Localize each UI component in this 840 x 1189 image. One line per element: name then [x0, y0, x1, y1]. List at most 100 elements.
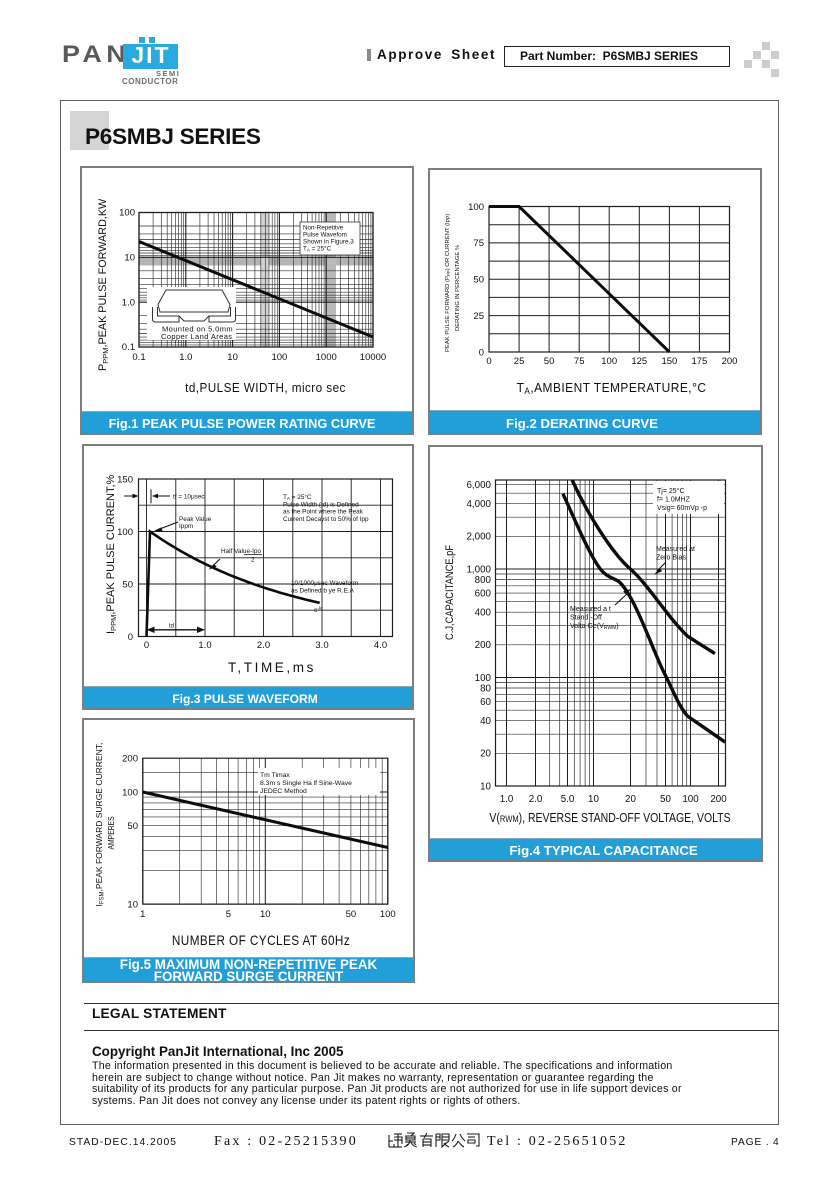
svg-text:IFSM,PEAK FORWARD SURGE CURREN: IFSM,PEAK FORWARD SURGE CURRENT,: [94, 742, 106, 906]
svg-text:100: 100: [682, 794, 699, 805]
svg-text:td: td: [169, 624, 174, 630]
svg-text:150: 150: [117, 474, 133, 485]
svg-text:1: 1: [140, 909, 145, 920]
svg-text:5.0: 5.0: [560, 794, 574, 805]
svg-text:Copper Land Areas: Copper Land Areas: [161, 332, 232, 341]
svg-text:Pulse Wavefom: Pulse Wavefom: [303, 232, 347, 239]
svg-text:100: 100: [474, 673, 491, 684]
svg-text:200: 200: [122, 753, 138, 764]
svg-text:TA,AMBIENT TEMPERATURE,°C: TA,AMBIENT TEMPERATURE,°C: [516, 381, 706, 397]
svg-text:e-kt: e-kt: [314, 606, 324, 615]
svg-text:100: 100: [468, 202, 484, 213]
svg-text:100: 100: [379, 909, 395, 920]
svg-text:as Defined b ye R.E.A: as Defined b ye R.E.A: [291, 588, 355, 595]
svg-text:Half Value-Ipo: Half Value-Ipo: [221, 548, 261, 555]
svg-text:0: 0: [144, 640, 149, 651]
svg-text:10/1000μsec Waveform: 10/1000μsec Waveform: [291, 580, 358, 587]
svg-text:100: 100: [117, 527, 133, 538]
svg-text:100: 100: [271, 352, 287, 363]
svg-text:2.0: 2.0: [528, 794, 542, 805]
svg-text:3.0: 3.0: [315, 640, 328, 651]
svg-text:50: 50: [660, 794, 671, 805]
svg-text:150: 150: [661, 356, 677, 367]
svg-text:f= 1.0MHZ: f= 1.0MHZ: [657, 497, 691, 504]
svg-text:10: 10: [227, 352, 238, 363]
svg-text:NUMBER OF CYCLES AT 60Hz: NUMBER OF CYCLES AT 60Hz: [171, 933, 349, 948]
svg-text:25: 25: [513, 356, 524, 367]
svg-text:50: 50: [127, 821, 138, 832]
svg-text:td,PULSE WIDTH, micro sec: td,PULSE WIDTH, micro sec: [185, 380, 346, 395]
svg-text:1,000: 1,000: [466, 564, 491, 575]
svg-text:PPPM,PEAK PULSE FORWARD,KW: PPPM,PEAK PULSE FORWARD,KW: [97, 198, 110, 371]
svg-text:AMPERES: AMPERES: [106, 816, 116, 849]
svg-text:2: 2: [251, 557, 255, 564]
svg-text:800: 800: [474, 575, 491, 586]
svg-text:Measured at: Measured at: [656, 546, 695, 553]
svg-text:200: 200: [474, 640, 491, 651]
svg-text:TA = 25°C: TA = 25°C: [303, 245, 332, 253]
svg-text:20: 20: [480, 749, 491, 760]
svg-text:8.3m s Single Ha lf Sine-Wave: 8.3m s Single Ha lf Sine-Wave: [260, 780, 352, 787]
svg-text:10: 10: [480, 781, 491, 792]
svg-text:Pulse Width (td) is Defined: Pulse Width (td) is Defined: [283, 501, 359, 508]
svg-text:6,000: 6,000: [466, 480, 491, 491]
svg-text:2,000: 2,000: [466, 532, 491, 543]
svg-text:1.0: 1.0: [122, 297, 135, 308]
svg-text:600: 600: [474, 589, 491, 600]
svg-text:75: 75: [473, 238, 484, 249]
svg-text:10: 10: [127, 899, 138, 910]
svg-text:10000: 10000: [360, 352, 386, 363]
svg-text:50: 50: [345, 909, 356, 920]
svg-text:IPPM,PEAK PULSE CURRENT,%: IPPM,PEAK PULSE CURRENT,%: [105, 474, 118, 634]
svg-text:25: 25: [473, 311, 484, 322]
svg-text:200: 200: [721, 356, 737, 367]
svg-text:Tj= 25°C: Tj= 25°C: [657, 487, 685, 495]
svg-text:PEAK PULSE FORWARD (PPP) OR CU: PEAK PULSE FORWARD (PPP) OR CURRENT (IPP…: [445, 214, 452, 352]
svg-text:50: 50: [543, 356, 554, 367]
svg-text:as the Point where the Peak: as the Point where the Peak: [283, 509, 364, 516]
svg-text:400: 400: [474, 608, 491, 619]
svg-text:Current Decayst to 50% of Ipp: Current Decayst to 50% of Ipp: [283, 516, 369, 523]
svg-text:50: 50: [473, 275, 484, 286]
svg-text:DERATING IN PERCENTAGE %: DERATING IN PERCENTAGE %: [455, 244, 461, 331]
svg-text:C.J,CAPACITANCE,pF: C.J,CAPACITANCE,pF: [444, 545, 456, 640]
svg-text:0: 0: [486, 356, 491, 367]
svg-text:T,TIME,ms: T,TIME,ms: [228, 660, 316, 675]
svg-text:40: 40: [480, 716, 491, 727]
svg-text:Zero Bias: Zero Bias: [656, 555, 686, 562]
svg-text:0.1: 0.1: [122, 342, 135, 353]
svg-text:50: 50: [122, 579, 133, 590]
svg-text:100: 100: [601, 356, 617, 367]
svg-text:1.0: 1.0: [198, 640, 211, 651]
svg-text:Volta Ge(VRWM): Volta Ge(VRWM): [570, 623, 619, 631]
svg-text:JEDEC Method: JEDEC Method: [260, 788, 307, 795]
svg-text:1.0: 1.0: [179, 352, 192, 363]
svg-text:125: 125: [631, 356, 647, 367]
svg-text:1.0: 1.0: [499, 794, 513, 805]
svg-text:tf = 10μsec: tf = 10μsec: [173, 494, 205, 501]
svg-text:Peak Value: Peak Value: [179, 516, 212, 523]
svg-text:V(RWM), REVERSE STAND-OFF VOLT: V(RWM), REVERSE STAND-OFF VOLTAGE, VOLTS: [489, 812, 730, 825]
svg-text:Ippm: Ippm: [179, 523, 193, 530]
svg-text:0.1: 0.1: [132, 352, 145, 363]
svg-text:Mounted on 5.0mm: Mounted on 5.0mm: [162, 325, 233, 334]
svg-text:5: 5: [225, 909, 230, 920]
svg-text:200: 200: [710, 794, 727, 805]
svg-text:Vsig= 60mVp -p: Vsig= 60mVp -p: [657, 505, 707, 512]
svg-text:20: 20: [625, 794, 636, 805]
svg-text:Non-Repetitve: Non-Repetitve: [303, 225, 344, 232]
svg-text:2.0: 2.0: [257, 640, 270, 651]
svg-text:75: 75: [573, 356, 584, 367]
svg-text:4.0: 4.0: [374, 640, 387, 651]
svg-text:100: 100: [122, 787, 138, 798]
svg-text:100: 100: [119, 208, 135, 219]
svg-text:Tm Timax: Tm Timax: [260, 772, 290, 779]
svg-text:0: 0: [478, 347, 483, 358]
svg-text:10: 10: [260, 909, 271, 920]
svg-text:0: 0: [128, 632, 133, 643]
svg-text:1000: 1000: [316, 352, 337, 363]
svg-text:Stand -Off: Stand -Off: [570, 615, 602, 622]
svg-text:10: 10: [124, 253, 135, 264]
svg-text:4,000: 4,000: [466, 499, 491, 510]
svg-text:10: 10: [588, 794, 599, 805]
